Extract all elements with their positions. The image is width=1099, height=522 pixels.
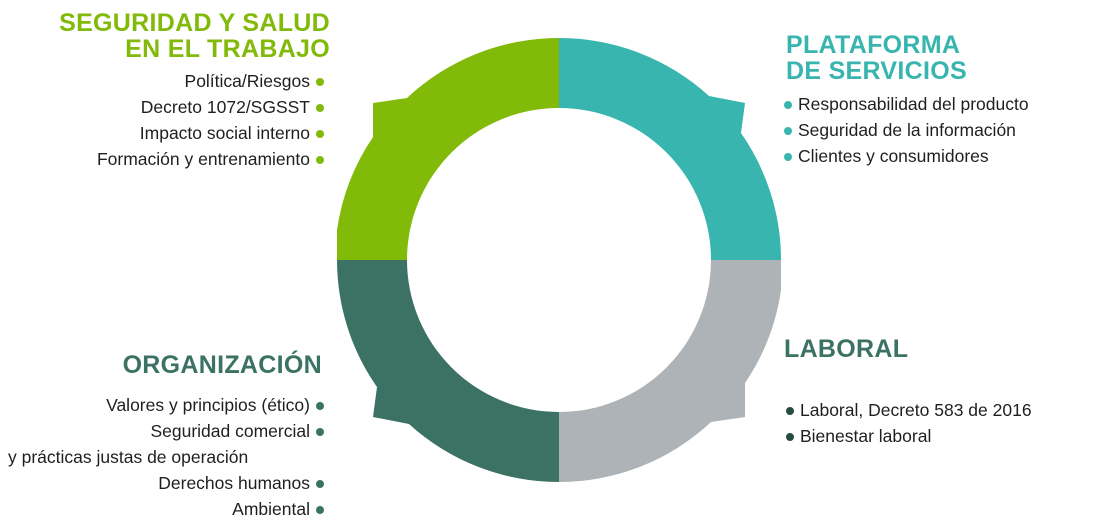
item-label: Bienestar laboral bbox=[800, 426, 932, 446]
bullet-dot-icon bbox=[316, 78, 324, 87]
bullet-dot-icon bbox=[316, 130, 324, 139]
bullet-dot-icon bbox=[316, 428, 324, 437]
bullet-dot-icon bbox=[316, 156, 324, 165]
item-label: Valores y principios (ético) bbox=[106, 395, 310, 415]
heading-plataforma-line1: PLATAFORMA bbox=[786, 31, 961, 59]
bullet-dot-icon bbox=[784, 127, 792, 136]
list-item: Clientes y consumidores bbox=[784, 143, 1094, 169]
list-item: Seguridad comercial bbox=[0, 418, 330, 444]
list-item: Bienestar laboral bbox=[786, 423, 1096, 449]
heading-seguridad: SEGURIDAD Y SALUD EN EL TRABAJO bbox=[40, 10, 330, 62]
list-item: Seguridad de la información bbox=[784, 117, 1094, 143]
heading-seguridad-line1: SEGURIDAD Y SALUD bbox=[59, 9, 330, 37]
segment-seguridad bbox=[337, 37, 559, 260]
heading-seguridad-line2: EN EL TRABAJO bbox=[125, 35, 330, 63]
item-label: Política/Riesgos bbox=[184, 71, 310, 91]
list-item: Formación y entrenamiento bbox=[0, 146, 330, 172]
list-item: Valores y principios (ético) bbox=[0, 392, 330, 418]
list-item: Decreto 1072/SGSST bbox=[0, 94, 330, 120]
bullet-dot-icon bbox=[316, 402, 324, 411]
list-plataforma: Responsabilidad del producto Seguridad d… bbox=[784, 91, 1094, 169]
bullet-dot-icon bbox=[786, 407, 794, 416]
item-label: Responsabilidad del producto bbox=[798, 94, 1029, 114]
bullet-dot-icon bbox=[316, 480, 324, 489]
segment-laboral bbox=[559, 260, 781, 483]
bullet-dot-icon bbox=[784, 101, 792, 110]
heading-organizacion: ORGANIZACIÓN bbox=[122, 351, 322, 379]
list-organizacion: Valores y principios (ético) Seguridad c… bbox=[0, 392, 330, 522]
list-laboral: Laboral, Decreto 583 de 2016 Bienestar l… bbox=[786, 397, 1096, 449]
item-label: Seguridad de la información bbox=[798, 120, 1016, 140]
segment-organizacion bbox=[337, 260, 559, 483]
heading-laboral: LABORAL bbox=[784, 335, 909, 363]
bullet-dot-icon bbox=[786, 433, 794, 442]
item-label: y prácticas justas de operación bbox=[8, 447, 249, 467]
list-item: y prácticas justas de operación bbox=[0, 444, 330, 470]
list-item: Derechos humanos bbox=[0, 470, 330, 496]
heading-plataforma-line2: DE SERVICIOS bbox=[786, 57, 967, 85]
list-item: Ambiental bbox=[0, 496, 330, 522]
item-label: Ambiental bbox=[232, 499, 310, 519]
heading-plataforma: PLATAFORMA DE SERVICIOS bbox=[786, 32, 1086, 84]
item-label: Impacto social interno bbox=[139, 123, 310, 143]
item-label: Clientes y consumidores bbox=[798, 146, 989, 166]
item-label: Decreto 1072/SGSST bbox=[140, 97, 310, 117]
item-label: Derechos humanos bbox=[158, 473, 310, 493]
list-item: Política/Riesgos bbox=[0, 68, 330, 94]
list-item: Laboral, Decreto 583 de 2016 bbox=[786, 397, 1096, 423]
list-item: Impacto social interno bbox=[0, 120, 330, 146]
bullet-dot-icon bbox=[784, 153, 792, 162]
bullet-dot-icon bbox=[316, 104, 324, 113]
bullet-dot-icon bbox=[316, 506, 324, 515]
list-seguridad: Política/Riesgos Decreto 1072/SGSST Impa… bbox=[0, 68, 330, 172]
list-item: Responsabilidad del producto bbox=[784, 91, 1094, 117]
segment-plataforma bbox=[559, 37, 781, 260]
item-label: Formación y entrenamiento bbox=[96, 149, 310, 169]
item-label: Seguridad comercial bbox=[150, 421, 310, 441]
item-label: Laboral, Decreto 583 de 2016 bbox=[800, 400, 1032, 420]
